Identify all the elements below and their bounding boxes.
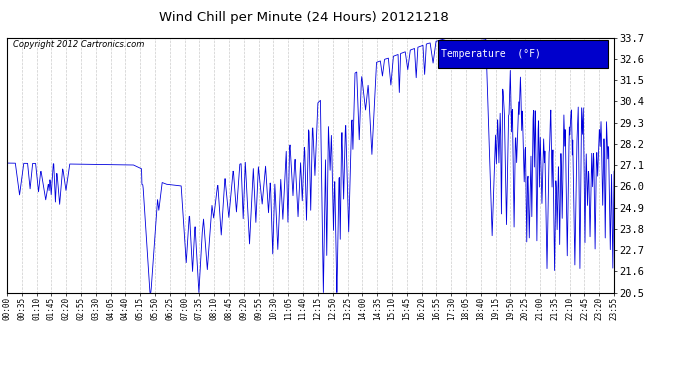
Text: Wind Chill per Minute (24 Hours) 20121218: Wind Chill per Minute (24 Hours) 2012121… xyxy=(159,11,448,24)
FancyBboxPatch shape xyxy=(438,40,608,68)
Text: Temperature  (°F): Temperature (°F) xyxy=(441,49,541,59)
Text: Copyright 2012 Cartronics.com: Copyright 2012 Cartronics.com xyxy=(13,40,144,49)
